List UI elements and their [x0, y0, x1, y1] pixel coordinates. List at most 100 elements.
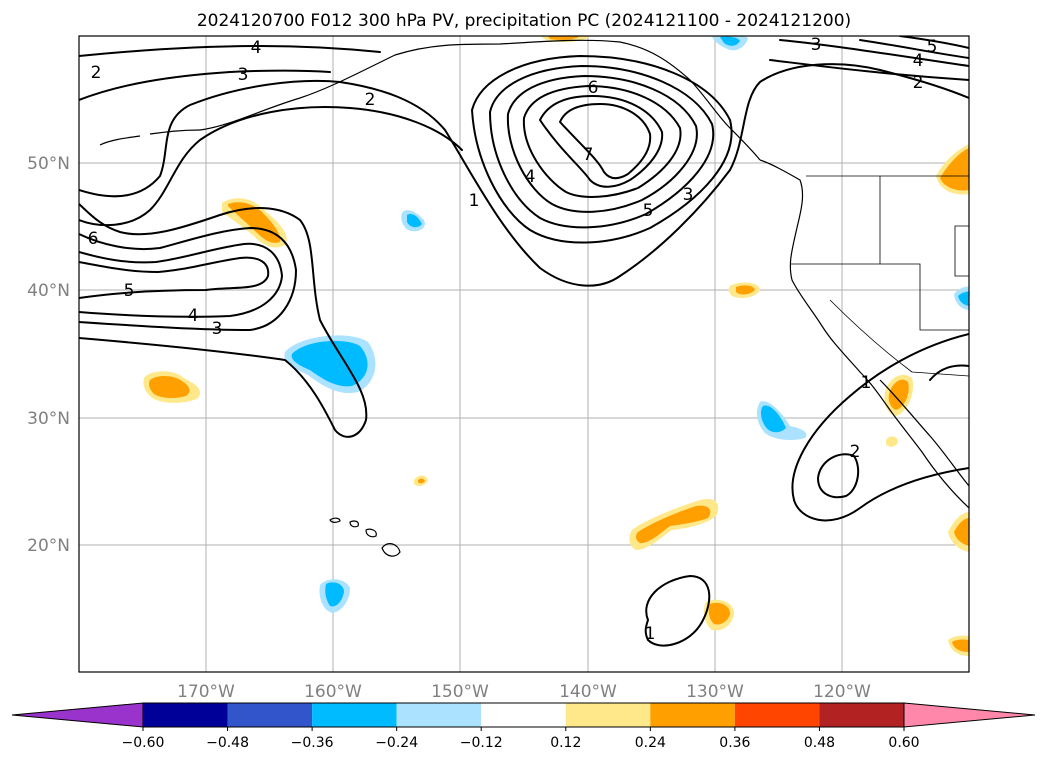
pv-label: 1 [469, 191, 480, 211]
pv-contour-4-ne [859, 39, 969, 59]
hawaii-island [365, 528, 377, 538]
pv-contour-ridge-7 [559, 103, 652, 180]
pv-label: 2 [91, 63, 102, 83]
pv-contour-ridge-6 [539, 95, 664, 188]
lon-label-120w: 120°W [813, 682, 871, 702]
pv-label: 1 [645, 624, 656, 644]
lat-label-20n: 20°N [27, 536, 70, 556]
pv-contour-2-ne [769, 59, 969, 81]
aleutian-islands [99, 129, 201, 146]
pv-contour-1 [79, 63, 969, 287]
colorbar-swatch [819, 703, 904, 727]
precip-patch-pos [635, 505, 711, 544]
precip-patch-pos [418, 478, 425, 484]
pv-label: 4 [913, 51, 924, 71]
precip-patch-pos [708, 602, 730, 625]
map-background [79, 36, 969, 672]
pv-contour-trough-5 [79, 256, 270, 299]
border-states [954, 225, 969, 277]
colorbar-tick-label: 0.12 [550, 735, 581, 751]
pv-contour-labels: 4 3 2 2 6 5 4 3 7 6 5 4 3 1 3 4 5 2 1 2 … [88, 35, 938, 644]
lon-label-140w: 140°W [559, 682, 617, 702]
pv-label: 1 [861, 373, 872, 393]
pv-contour-ridge-4 [506, 75, 698, 213]
lon-label-160w: 160°W [304, 682, 362, 702]
pv-label: 4 [188, 306, 199, 326]
pv-label: 7 [583, 145, 594, 165]
hawaii-island [381, 543, 401, 557]
colorbar-tick-label: −0.24 [375, 735, 418, 751]
colorbar-swatch [312, 703, 397, 727]
precip-patch-pos [888, 379, 909, 410]
precip-patch-pos [940, 148, 969, 191]
pv-label: 3 [811, 35, 822, 55]
pv-label: 5 [927, 37, 938, 57]
pv-contour-5-ne [899, 36, 969, 49]
colorbar-swatch [227, 703, 313, 727]
border-states [829, 299, 969, 377]
lat-label-50n: 50°N [27, 154, 70, 174]
pv-contour-trough-4 [79, 242, 283, 318]
pv-contour-2 [79, 106, 463, 227]
colorbar-tick-label: −0.36 [291, 735, 334, 751]
colorbar-swatch [143, 703, 228, 727]
pv-label: 4 [251, 38, 262, 58]
pv-contours [79, 36, 969, 647]
precip-patch-pos [954, 518, 969, 546]
colorbar-swatch [481, 703, 566, 727]
border-states [790, 263, 969, 331]
precipitation-patches [143, 36, 969, 656]
precip-patch-pos [952, 639, 969, 652]
alaska-coastline [199, 39, 761, 161]
pv-contour-se-2b [929, 364, 969, 381]
precip-patch-pos [149, 376, 190, 399]
colorbar-tick-label: −0.60 [122, 735, 165, 751]
precip-patch-pos [736, 285, 755, 295]
colorbar-tick-label: −0.12 [460, 735, 503, 751]
pv-label: 5 [643, 201, 654, 221]
precip-patch-pos [886, 436, 898, 447]
map-panel: 4 3 2 2 6 5 4 3 7 6 5 4 3 1 3 4 5 2 1 2 … [27, 35, 970, 702]
precip-patch-neg [958, 291, 969, 306]
colorbar-swatch [734, 703, 820, 727]
precip-patch-neg [325, 582, 344, 607]
colorbar: −0.60 −0.48 −0.36 −0.24 −0.12 0.12 0.24 0.36 0.4… [11, 702, 1036, 751]
pv-label: 2 [913, 73, 924, 93]
pv-contour-ridge-2 [471, 55, 733, 244]
precip-patch-neg [291, 340, 368, 387]
latitude-labels: 50°N 40°N 30°N 20°N [27, 154, 70, 556]
colorbar-tick-label: −0.48 [206, 735, 249, 751]
pv-label: 5 [124, 281, 135, 301]
precip-patch-neg [720, 36, 740, 46]
pv-label: 2 [850, 442, 861, 462]
colorbar-extend-low [11, 702, 144, 728]
pv-contour-south-1 [644, 575, 711, 647]
pv-contour-ridge-5 [522, 85, 682, 198]
pv-contour-se-2 [817, 453, 860, 499]
colorbar-swatch [565, 703, 651, 727]
pv-label: 6 [588, 78, 599, 98]
colorbar-extend-high [903, 702, 1036, 728]
precip-patch-neg [760, 405, 786, 433]
pv-contour-se-1b [793, 467, 969, 522]
lon-label-130w: 130°W [686, 682, 744, 702]
lon-label-170w: 170°W [177, 682, 235, 702]
us-west-coastline [759, 159, 969, 509]
lat-label-30n: 30°N [27, 409, 70, 429]
coastlines [99, 39, 969, 557]
pv-contour-trough-1 [79, 203, 368, 438]
pv-label: 6 [88, 229, 99, 249]
colorbar-tick-label: 0.36 [719, 735, 750, 751]
pv-label: 3 [683, 185, 694, 205]
pv-contour-3 [79, 69, 331, 101]
precip-patch-pos [228, 202, 281, 243]
figure-title: 2024120700 F012 300 hPa PV, precipitatio… [197, 11, 851, 31]
longitude-labels: 170°W 160°W 150°W 140°W 130°W 120°W [177, 682, 871, 702]
pv-label: 3 [238, 65, 249, 85]
pv-contour-3-ne [779, 39, 969, 67]
pv-label: 4 [525, 167, 536, 187]
colorbar-swatch [650, 703, 735, 727]
pv-contour-ridge-3 [489, 65, 715, 229]
pv-label: 2 [365, 90, 376, 110]
